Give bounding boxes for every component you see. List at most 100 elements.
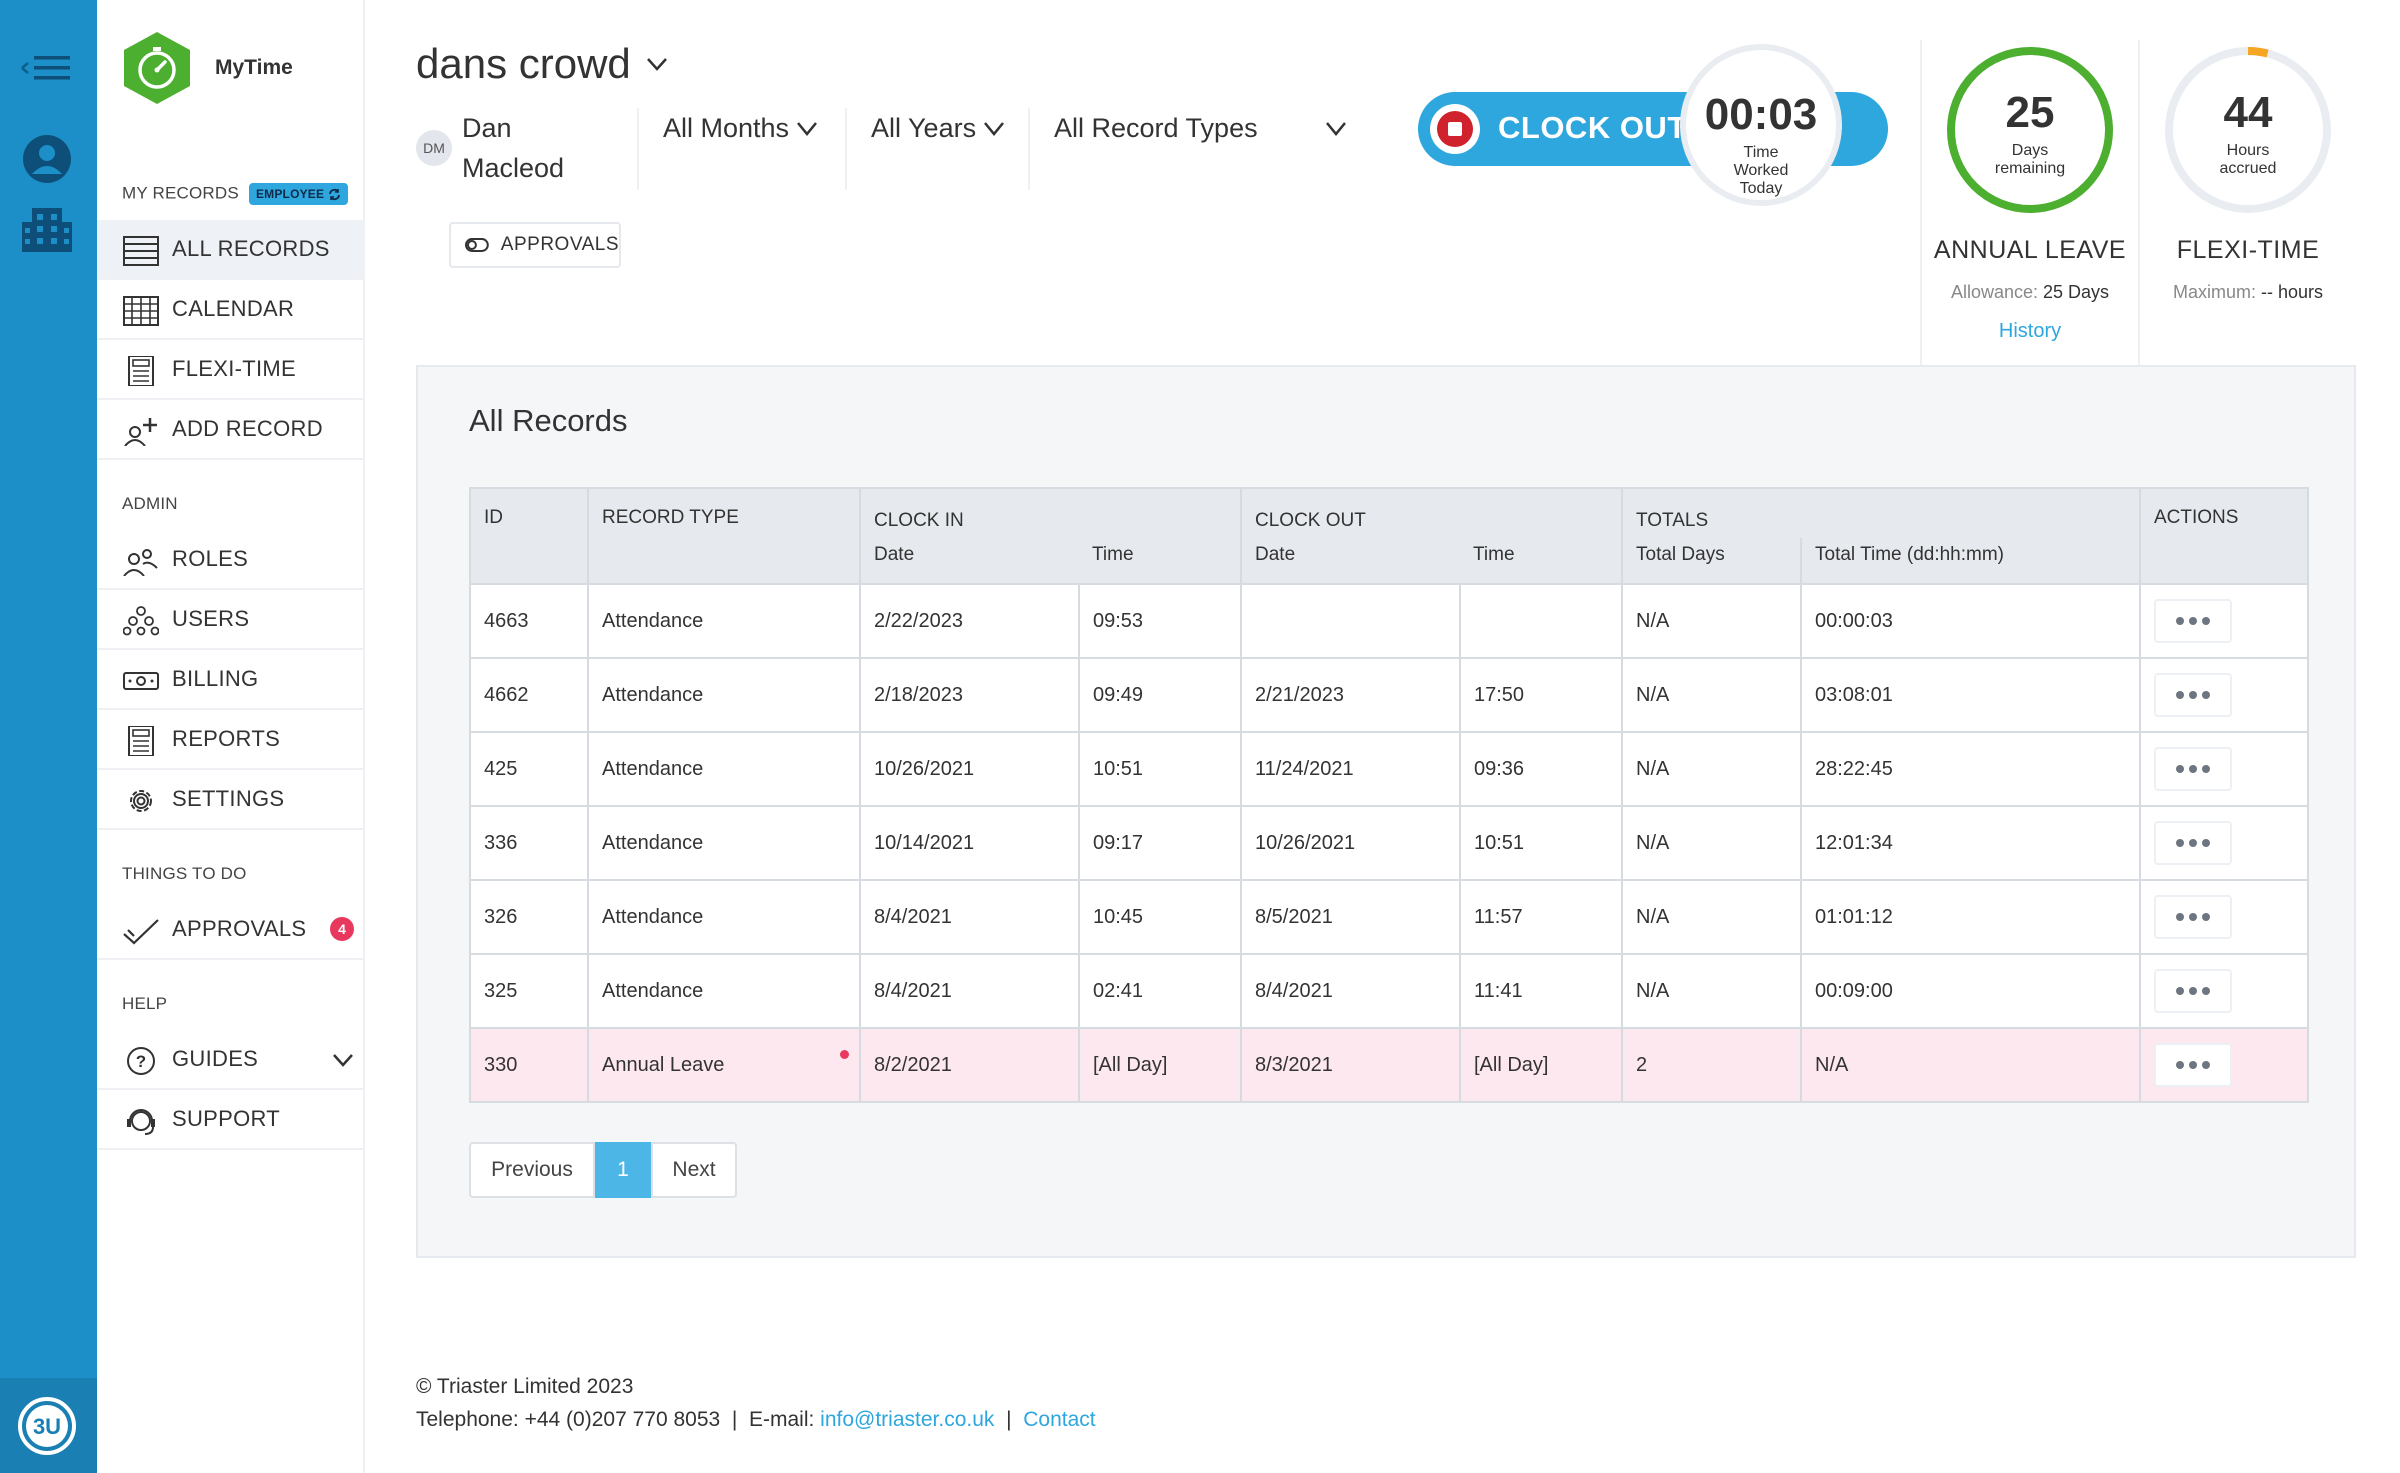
cell-value: N/A <box>1636 609 1670 632</box>
records-panel: All Records ID RECORD TYPE CLOCK IN CLOC… <box>416 365 2356 1258</box>
chevron-down-icon <box>984 121 1005 136</box>
cell-actions <box>2139 583 2309 659</box>
cell-value: N/A <box>1636 831 1670 854</box>
filter-record-types[interactable]: All Record Types <box>1054 113 1346 144</box>
filter-years[interactable]: All Years <box>871 113 1005 144</box>
cell-value: N/A <box>1636 683 1670 706</box>
footer: © Triaster Limited 2023 Telephone: +44 (… <box>416 1370 1096 1436</box>
email-label: E-mail: <box>748 1408 815 1431</box>
cell-value: 330 <box>484 1053 518 1076</box>
sidebar-item-calendar[interactable]: CALENDAR <box>97 280 363 340</box>
filter-months[interactable]: All Months <box>663 113 818 144</box>
sidebar-item-add-record[interactable]: ADD RECORD <box>97 400 363 460</box>
row-actions-button[interactable] <box>2154 821 2232 865</box>
sidebar-item-approvals[interactable]: APPROVALS 4 <box>97 900 363 960</box>
cell-value: 2/18/2023 <box>874 683 963 706</box>
cell-days: N/A <box>1621 657 1802 733</box>
cell-value: 10:51 <box>1474 831 1525 854</box>
allowance-value: 25 Days <box>2043 282 2110 302</box>
sidebar-item-roles[interactable]: ROLES <box>97 530 363 590</box>
maximum-label: Maximum: <box>2172 282 2256 302</box>
cell-total: 12:01:34 <box>1800 805 2141 881</box>
table-row: 425 Attendance 10/26/2021 10:51 11/24/2021 09… <box>469 731 2309 807</box>
profile-icon[interactable] <box>22 134 72 184</box>
sidebar-item-settings[interactable]: SETTINGS <box>97 770 363 830</box>
more-dot-icon <box>2202 913 2210 921</box>
page-1-button[interactable]: 1 <box>595 1142 651 1198</box>
cell-in-time: 02:41 <box>1078 953 1242 1029</box>
table-row: 4662 Attendance 2/18/2023 09:49 2/21/2023 17:… <box>469 657 2309 733</box>
sidebar-item-users[interactable]: USERS <box>97 590 363 650</box>
cell-value: Attendance <box>602 831 704 854</box>
cell-out-time: 11:57 <box>1459 879 1623 955</box>
row-actions-button[interactable] <box>2154 599 2232 643</box>
cell-value: 11:57 <box>1474 905 1523 928</box>
col-clock-out: CLOCK OUT <box>1240 487 1623 538</box>
cell-type: Attendance <box>587 657 861 733</box>
cell-out-time: 10:51 <box>1459 805 1623 881</box>
chevron-down-icon <box>646 57 667 71</box>
building-icon[interactable] <box>22 206 72 252</box>
col-clock-out-time: Time <box>1460 538 1623 585</box>
chevron-down-icon[interactable] <box>333 1054 353 1067</box>
row-actions-button[interactable] <box>2154 1043 2232 1087</box>
previous-page-button[interactable]: Previous <box>469 1142 595 1198</box>
row-actions-button[interactable] <box>2154 895 2232 939</box>
annual-leave-title: ANNUAL LEAVE <box>1933 236 2127 264</box>
divider <box>637 108 639 190</box>
cell-value: 2 <box>1636 1053 1648 1076</box>
flexi-maximum: Maximum: -- hours <box>2128 282 2368 303</box>
row-actions-button[interactable] <box>2154 747 2232 791</box>
help-icon: ? <box>127 1047 155 1075</box>
contact-link[interactable]: Contact <box>1023 1408 1096 1431</box>
separator: | <box>1006 1408 1012 1431</box>
employee-badge[interactable]: EMPLOYEE <box>248 183 349 205</box>
org-selector[interactable]: dans crowd <box>416 40 667 88</box>
row-actions-button[interactable] <box>2154 969 2232 1013</box>
cell-value: [All Day] <box>1474 1053 1549 1076</box>
sidebar-item-label: GUIDES <box>172 1046 259 1071</box>
row-actions-button[interactable] <box>2154 673 2232 717</box>
cell-value: [All Day] <box>1093 1053 1168 1076</box>
annual-leave-allowance: Allowance: 25 Days <box>1910 282 2150 303</box>
menu-collapse-icon[interactable] <box>20 52 72 84</box>
divider <box>845 108 847 190</box>
rail-footer: 3U <box>0 1378 97 1473</box>
cell-days: N/A <box>1621 583 1802 659</box>
cell-actions <box>2139 879 2309 955</box>
cell-value: 4663 <box>484 609 529 632</box>
approvals-toggle-button[interactable]: APPROVALS <box>449 222 621 268</box>
add-user-icon <box>124 418 157 446</box>
cell-value: 10/14/2021 <box>874 831 975 854</box>
app-name: MyTime <box>215 56 293 79</box>
history-link[interactable]: History <box>1998 320 2062 342</box>
sidebar: MyTime MY RECORDS EMPLOYEE ALL RECORDS CA… <box>97 0 365 1473</box>
sidebar-item-billing[interactable]: BILLING <box>97 650 363 710</box>
sidebar-item-guides[interactable]: ? GUIDES <box>97 1030 363 1090</box>
cell-actions <box>2139 731 2309 807</box>
cell-value: 326 <box>484 905 518 928</box>
more-dot-icon <box>2202 987 2210 995</box>
cell-value: Attendance <box>602 979 704 1002</box>
cell-value: 00:09:00 <box>1815 979 1893 1002</box>
checkmark-icon <box>123 919 159 945</box>
cell-in-time: 10:51 <box>1078 731 1242 807</box>
triaster-logo[interactable]: 3U <box>17 1396 77 1456</box>
cell-in-date: 2/22/2023 <box>859 583 1080 659</box>
cell-out-date: 8/5/2021 <box>1240 879 1461 955</box>
sidebar-item-all-records[interactable]: ALL RECORDS <box>97 220 363 280</box>
more-dot-icon <box>2189 913 2197 921</box>
time-worked-label: Time Worked Today <box>1733 144 1789 197</box>
email-link[interactable]: info@triaster.co.uk <box>820 1408 995 1431</box>
brand[interactable]: MyTime <box>121 30 293 106</box>
cell-out-date: 8/3/2021 <box>1240 1027 1461 1103</box>
sidebar-item-support[interactable]: SUPPORT <box>97 1090 363 1150</box>
avatar[interactable]: DM <box>416 130 452 166</box>
cell-out-time: [All Day] <box>1459 1027 1623 1103</box>
cell-total: 28:22:45 <box>1800 731 2141 807</box>
flexi-sub: Hours accrued <box>2219 142 2277 177</box>
stop-icon[interactable] <box>1430 104 1480 154</box>
next-page-button[interactable]: Next <box>651 1142 737 1198</box>
sidebar-item-flexi-time[interactable]: FLEXI-TIME <box>97 340 363 400</box>
sidebar-item-reports[interactable]: REPORTS <box>97 710 363 770</box>
